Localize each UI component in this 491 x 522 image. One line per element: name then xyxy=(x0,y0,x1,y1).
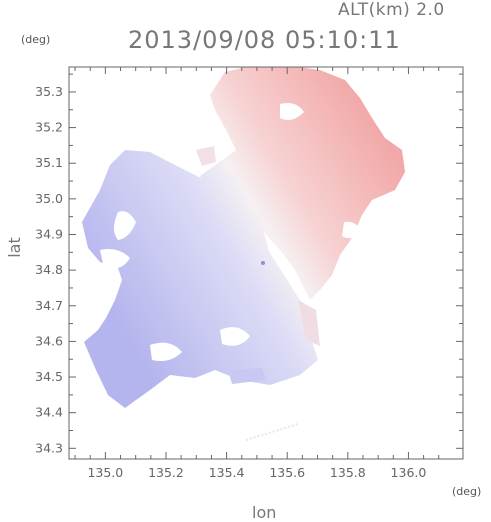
x-tick-label: 135.0 xyxy=(87,465,123,480)
echo-fragment xyxy=(228,368,266,384)
echo-gap xyxy=(114,211,136,240)
echo-fragment xyxy=(298,300,320,346)
echo-gap xyxy=(342,221,362,239)
radar-site-marker xyxy=(260,261,265,265)
y-axis-ticks: 34.3 34.4 34.5 34.6 34.7 34.8 34.9 35.0 35.1 35.2… xyxy=(35,73,463,455)
y-tick-label: 34.5 xyxy=(35,369,63,384)
echo-fragment xyxy=(196,146,216,166)
timestamp-title: 2013/09/08 05:10:11 xyxy=(128,26,401,54)
plot-frame xyxy=(68,66,464,460)
y-tick-label: 34.9 xyxy=(35,226,63,241)
x-tick-label: 135.8 xyxy=(330,465,366,480)
y-tick-label: 35.3 xyxy=(35,84,63,99)
x-tick-label: 135.6 xyxy=(269,465,305,480)
x-tick-label: 135.4 xyxy=(209,465,245,480)
x-tick-label: 135.2 xyxy=(148,465,184,480)
y-tick-label: 35.1 xyxy=(35,155,63,170)
y-tick-label: 34.7 xyxy=(35,298,63,313)
echo-gap xyxy=(220,327,250,346)
y-tick-label: 34.6 xyxy=(35,333,63,348)
y-tick-label: 35.0 xyxy=(35,191,63,206)
y-tick-label: 35.2 xyxy=(35,120,63,135)
y-tick-label: 34.3 xyxy=(35,440,63,455)
echo-region-center xyxy=(200,150,312,345)
x-axis-label: lon xyxy=(252,503,277,522)
echo-gap xyxy=(280,103,304,120)
y-tick-label: 34.4 xyxy=(35,405,63,420)
echo-gap xyxy=(100,249,130,269)
y-tick-label: 34.8 xyxy=(35,262,63,277)
altitude-label: ALT(km) 2.0 xyxy=(338,0,445,20)
echo-gap xyxy=(150,342,182,361)
x-tick-label: 136.0 xyxy=(391,465,427,480)
x-axis-ticks: 135.0 135.2 135.4 135.6 135.8 136.0 xyxy=(74,67,440,480)
x-axis-unit: (deg) xyxy=(452,485,482,498)
echo-fragment xyxy=(245,423,299,441)
echo-field xyxy=(82,67,405,441)
echo-region-northeast xyxy=(210,67,405,300)
y-axis-unit: (deg) xyxy=(21,33,51,46)
